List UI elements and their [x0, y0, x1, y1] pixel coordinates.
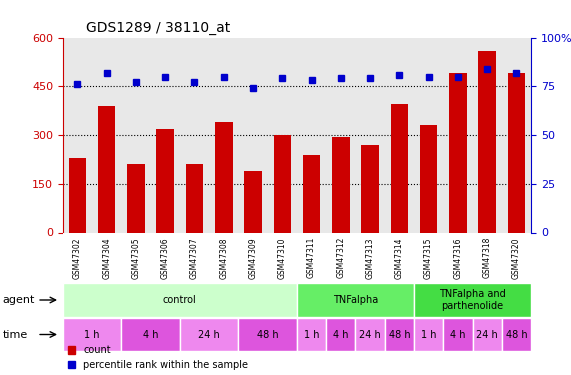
Bar	[502, 318, 531, 351]
Bar	[414, 318, 443, 351]
Bar	[391, 104, 408, 232]
Text: 24 h: 24 h	[359, 330, 381, 339]
Bar	[274, 135, 291, 232]
Text: TNFalpha and
parthenolide: TNFalpha and parthenolide	[439, 289, 506, 311]
Bar	[361, 145, 379, 232]
Text: 1 h: 1 h	[85, 330, 100, 339]
Text: GSM47318: GSM47318	[482, 237, 492, 279]
Text: 1 h: 1 h	[304, 330, 319, 339]
Text: 48 h: 48 h	[388, 330, 410, 339]
Text: GSM47308: GSM47308	[219, 237, 228, 279]
Text: 24 h: 24 h	[476, 330, 498, 339]
Bar	[127, 164, 144, 232]
Bar	[121, 318, 180, 351]
Legend: count, percentile rank within the sample: count, percentile rank within the sample	[68, 345, 248, 370]
Text: TNFalpha: TNFalpha	[333, 295, 378, 305]
Bar	[332, 136, 349, 232]
Text: 4 h: 4 h	[143, 330, 158, 339]
Text: GSM47315: GSM47315	[424, 237, 433, 279]
Bar	[69, 158, 86, 232]
Text: GSM47302: GSM47302	[73, 237, 82, 279]
Bar	[385, 318, 414, 351]
Text: 1 h: 1 h	[421, 330, 436, 339]
Text: 4 h: 4 h	[450, 330, 465, 339]
Bar	[297, 318, 326, 351]
Bar	[215, 122, 232, 232]
Bar	[63, 283, 297, 317]
Bar	[156, 129, 174, 232]
Text: 24 h: 24 h	[198, 330, 220, 339]
Text: GDS1289 / 38110_at: GDS1289 / 38110_at	[86, 21, 231, 35]
Text: 48 h: 48 h	[505, 330, 527, 339]
Bar	[297, 283, 414, 317]
Text: GSM47320: GSM47320	[512, 237, 521, 279]
Text: GSM47307: GSM47307	[190, 237, 199, 279]
Text: GSM47304: GSM47304	[102, 237, 111, 279]
Text: GSM47305: GSM47305	[131, 237, 140, 279]
Text: GSM47312: GSM47312	[336, 237, 345, 279]
Text: GSM47314: GSM47314	[395, 237, 404, 279]
Text: GSM47316: GSM47316	[453, 237, 463, 279]
Bar	[472, 318, 502, 351]
Bar	[414, 283, 531, 317]
Bar	[443, 318, 473, 351]
Bar	[449, 73, 467, 232]
Bar	[326, 318, 355, 351]
Text: time: time	[3, 330, 28, 339]
Bar	[186, 164, 203, 232]
Text: agent: agent	[3, 295, 35, 305]
Bar	[180, 318, 239, 351]
Bar	[478, 51, 496, 232]
Bar	[508, 73, 525, 232]
Bar	[239, 318, 297, 351]
Bar	[303, 154, 320, 232]
Text: GSM47313: GSM47313	[365, 237, 375, 279]
Bar	[420, 125, 437, 232]
Text: GSM47309: GSM47309	[248, 237, 258, 279]
Text: GSM47310: GSM47310	[278, 237, 287, 279]
Text: GSM47311: GSM47311	[307, 237, 316, 279]
Bar	[98, 106, 115, 232]
Text: 48 h: 48 h	[257, 330, 279, 339]
Text: GSM47306: GSM47306	[160, 237, 170, 279]
Bar	[244, 171, 262, 232]
Bar	[355, 318, 385, 351]
Bar	[63, 318, 121, 351]
Text: control: control	[163, 295, 197, 305]
Text: 4 h: 4 h	[333, 330, 348, 339]
